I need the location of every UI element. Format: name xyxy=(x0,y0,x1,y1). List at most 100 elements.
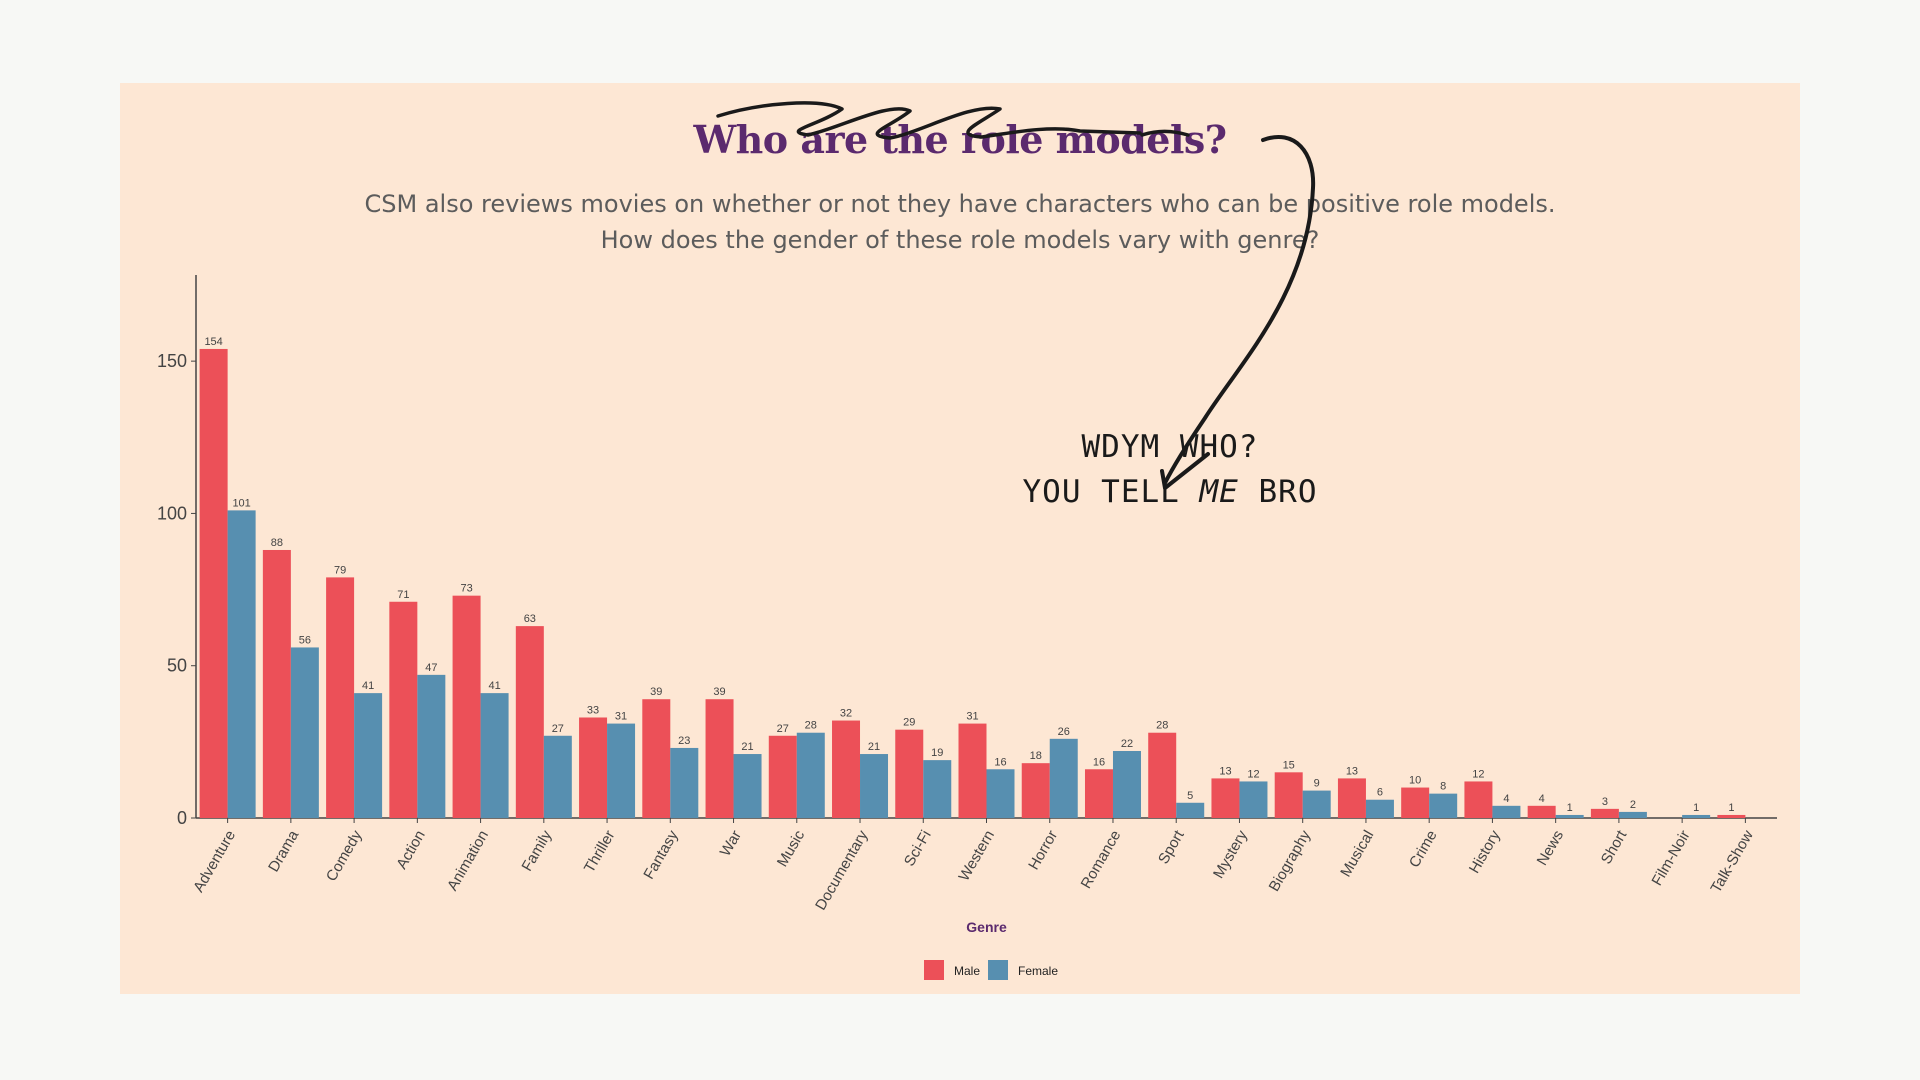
bar-female-news xyxy=(1555,814,1584,818)
bar-male-western xyxy=(958,723,987,818)
bar-male-sci-fi xyxy=(895,729,924,818)
legend-label-female: Female xyxy=(1018,964,1058,978)
y-tick-label: 50 xyxy=(167,656,187,676)
bar-male-crime xyxy=(1401,787,1430,818)
x-tick-label: Talk-Show xyxy=(1708,827,1757,896)
data-label: 33 xyxy=(587,704,599,716)
data-label: 39 xyxy=(650,686,662,698)
data-label: 88 xyxy=(271,537,283,549)
note-line-2-post: BRO xyxy=(1238,474,1318,510)
legend-label-male: Male xyxy=(954,964,980,978)
data-label: 22 xyxy=(1121,738,1133,750)
bar-male-biography xyxy=(1274,772,1303,818)
x-tick-label: Sport xyxy=(1155,827,1188,867)
data-label: 154 xyxy=(204,336,222,348)
data-label: 63 xyxy=(524,613,536,625)
chart-panel: Who are the role models? CSM also review… xyxy=(120,83,1800,994)
data-label: 10 xyxy=(1409,775,1421,787)
data-label: 31 xyxy=(966,711,978,723)
x-tick-label: Documentary xyxy=(812,827,872,913)
bar-female-romance xyxy=(1112,750,1141,818)
x-tick-label: Drama xyxy=(265,827,303,875)
x-tick-label: Mystery xyxy=(1210,827,1251,881)
legend-swatch-male xyxy=(924,960,944,980)
data-label: 21 xyxy=(741,741,753,753)
bar-male-news xyxy=(1527,805,1556,818)
bar-female-history xyxy=(1492,805,1521,818)
bar-male-short xyxy=(1590,808,1619,818)
data-label: 41 xyxy=(488,680,500,692)
bar-female-fantasy xyxy=(670,747,699,818)
x-tick-label: History xyxy=(1466,827,1504,876)
data-label: 39 xyxy=(713,686,725,698)
data-label: 71 xyxy=(397,589,409,601)
y-tick-label: 0 xyxy=(177,808,187,828)
bar-male-talk-show xyxy=(1717,814,1746,818)
data-label: 15 xyxy=(1283,759,1295,771)
data-label: 47 xyxy=(425,662,437,674)
x-tick-label: Thriller xyxy=(581,828,619,876)
bar-female-adventure xyxy=(227,510,256,818)
x-tick-label: Sci-Fi xyxy=(901,828,935,870)
bar-male-musical xyxy=(1337,778,1366,818)
x-tick-label: Music xyxy=(774,827,809,870)
y-tick-label: 150 xyxy=(157,351,187,371)
data-label: 16 xyxy=(1093,756,1105,768)
x-tick-label: Crime xyxy=(1406,828,1441,871)
bar-male-horror xyxy=(1021,763,1050,818)
bar-female-western xyxy=(986,769,1015,818)
chart-title: Who are the role models? xyxy=(693,117,1227,162)
data-label: 27 xyxy=(552,723,564,735)
data-label: 2 xyxy=(1630,799,1636,811)
bar-female-thriller xyxy=(607,723,636,818)
bar-female-animation xyxy=(480,693,509,818)
subtitle-line-1: CSM also reviews movies on whether or no… xyxy=(364,190,1556,218)
x-tick-label: War xyxy=(717,828,745,860)
x-tick-label: Adventure xyxy=(190,828,239,896)
bar-female-musical xyxy=(1365,799,1394,818)
legend-swatch-female xyxy=(988,960,1008,980)
bar-female-documentary xyxy=(860,754,889,818)
data-label: 1 xyxy=(1567,802,1573,814)
note-line-2-em: ME xyxy=(1199,474,1239,510)
bar-male-adventure xyxy=(199,348,228,818)
bar-female-sci-fi xyxy=(923,760,952,818)
x-tick-label: Comedy xyxy=(323,827,366,884)
x-tick-label: Musical xyxy=(1337,828,1377,881)
bar-male-history xyxy=(1464,781,1493,818)
x-tick-label: Short xyxy=(1598,827,1631,867)
bar-female-crime xyxy=(1429,793,1458,818)
data-label: 28 xyxy=(805,720,817,732)
bar-male-comedy xyxy=(326,577,355,818)
bar-male-drama xyxy=(262,549,291,818)
bar-male-mystery xyxy=(1211,778,1240,818)
note-line-2-pre: YOU TELL xyxy=(1022,474,1200,510)
data-label: 28 xyxy=(1156,720,1168,732)
x-axis-title: Genre xyxy=(966,919,1007,935)
data-label: 13 xyxy=(1346,765,1358,777)
x-tick-label: Action xyxy=(393,828,429,873)
bar-female-mystery xyxy=(1239,781,1268,818)
data-label: 4 xyxy=(1539,793,1545,805)
data-label: 101 xyxy=(232,497,250,509)
data-label: 56 xyxy=(299,634,311,646)
bar-female-war xyxy=(733,754,762,818)
bar-female-sport xyxy=(1176,802,1205,818)
data-label: 8 xyxy=(1440,781,1446,793)
data-label: 23 xyxy=(678,735,690,747)
bar-male-family xyxy=(515,626,544,818)
bar-male-animation xyxy=(452,595,481,818)
note-line-2: YOU TELL ME BRO xyxy=(1000,470,1340,515)
data-label: 16 xyxy=(994,756,1006,768)
data-label: 1 xyxy=(1693,802,1699,814)
data-label: 73 xyxy=(460,583,472,595)
data-label: 3 xyxy=(1602,796,1608,808)
bar-female-film-noir xyxy=(1682,814,1711,818)
data-label: 19 xyxy=(931,747,943,759)
bar-male-fantasy xyxy=(642,699,671,818)
data-label: 32 xyxy=(840,708,852,720)
note-line-1: WDYM WHO? xyxy=(1081,429,1259,465)
data-label: 31 xyxy=(615,711,627,723)
data-label: 13 xyxy=(1219,765,1231,777)
data-label: 4 xyxy=(1503,793,1509,805)
